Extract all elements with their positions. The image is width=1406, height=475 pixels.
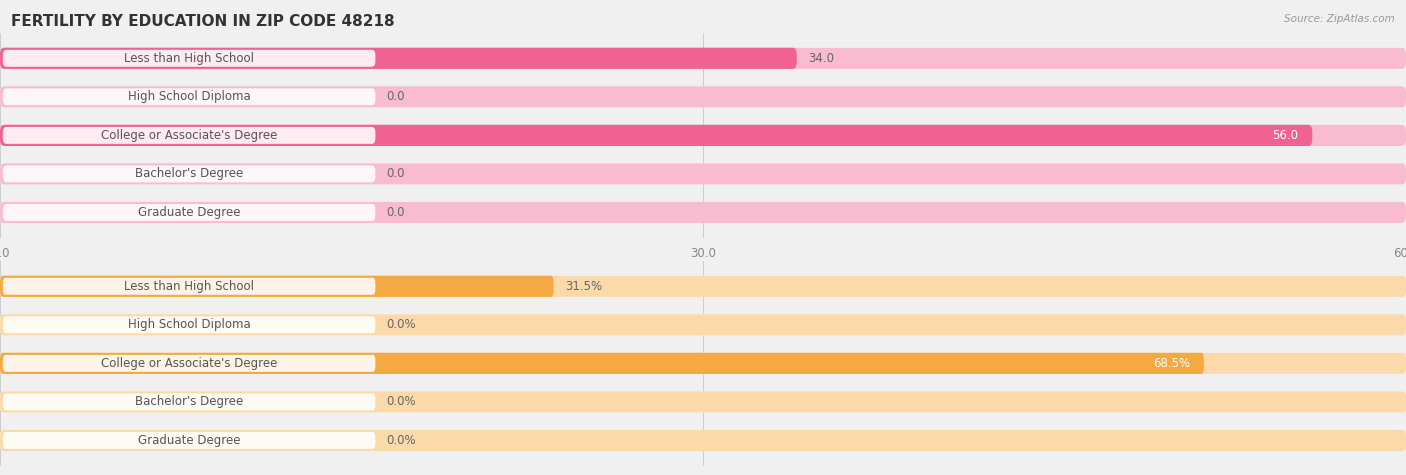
Text: 0.0: 0.0 [387,167,405,180]
FancyBboxPatch shape [0,202,1406,223]
Text: 0.0%: 0.0% [387,395,416,408]
FancyBboxPatch shape [0,391,1406,412]
FancyBboxPatch shape [0,48,1406,69]
Text: 0.0%: 0.0% [387,318,416,332]
FancyBboxPatch shape [0,48,1406,69]
FancyBboxPatch shape [0,202,1406,223]
FancyBboxPatch shape [0,353,1406,374]
Text: 0.0: 0.0 [387,90,405,104]
FancyBboxPatch shape [0,276,1406,297]
FancyBboxPatch shape [0,391,1406,412]
Text: 34.0: 34.0 [808,52,834,65]
FancyBboxPatch shape [0,353,1406,374]
Text: Graduate Degree: Graduate Degree [138,206,240,219]
Text: 68.5%: 68.5% [1153,357,1189,370]
Text: 0.0%: 0.0% [387,434,416,447]
Text: High School Diploma: High School Diploma [128,318,250,332]
Text: Less than High School: Less than High School [124,52,254,65]
FancyBboxPatch shape [0,430,1406,451]
Text: Less than High School: Less than High School [124,280,254,293]
FancyBboxPatch shape [0,314,1406,335]
FancyBboxPatch shape [0,125,1312,146]
FancyBboxPatch shape [3,50,375,67]
FancyBboxPatch shape [0,276,554,297]
Text: 31.5%: 31.5% [565,280,602,293]
FancyBboxPatch shape [0,86,1406,107]
Text: Bachelor's Degree: Bachelor's Degree [135,167,243,180]
Text: Source: ZipAtlas.com: Source: ZipAtlas.com [1284,14,1395,24]
FancyBboxPatch shape [3,165,375,182]
Text: 0.0: 0.0 [387,206,405,219]
Text: Bachelor's Degree: Bachelor's Degree [135,395,243,408]
FancyBboxPatch shape [0,125,1406,146]
Text: 56.0: 56.0 [1272,129,1298,142]
FancyBboxPatch shape [3,393,375,410]
FancyBboxPatch shape [3,127,375,144]
FancyBboxPatch shape [0,276,1406,297]
Text: College or Associate's Degree: College or Associate's Degree [101,357,277,370]
FancyBboxPatch shape [3,355,375,372]
FancyBboxPatch shape [0,125,1406,146]
Text: College or Associate's Degree: College or Associate's Degree [101,129,277,142]
FancyBboxPatch shape [0,314,1406,335]
FancyBboxPatch shape [0,430,1406,451]
FancyBboxPatch shape [0,353,1204,374]
FancyBboxPatch shape [3,204,375,221]
FancyBboxPatch shape [3,316,375,333]
FancyBboxPatch shape [3,432,375,449]
FancyBboxPatch shape [3,88,375,105]
FancyBboxPatch shape [0,163,1406,184]
Text: High School Diploma: High School Diploma [128,90,250,104]
FancyBboxPatch shape [0,86,1406,107]
Text: FERTILITY BY EDUCATION IN ZIP CODE 48218: FERTILITY BY EDUCATION IN ZIP CODE 48218 [11,14,395,29]
FancyBboxPatch shape [0,48,797,69]
Text: Graduate Degree: Graduate Degree [138,434,240,447]
FancyBboxPatch shape [0,163,1406,184]
FancyBboxPatch shape [3,278,375,295]
